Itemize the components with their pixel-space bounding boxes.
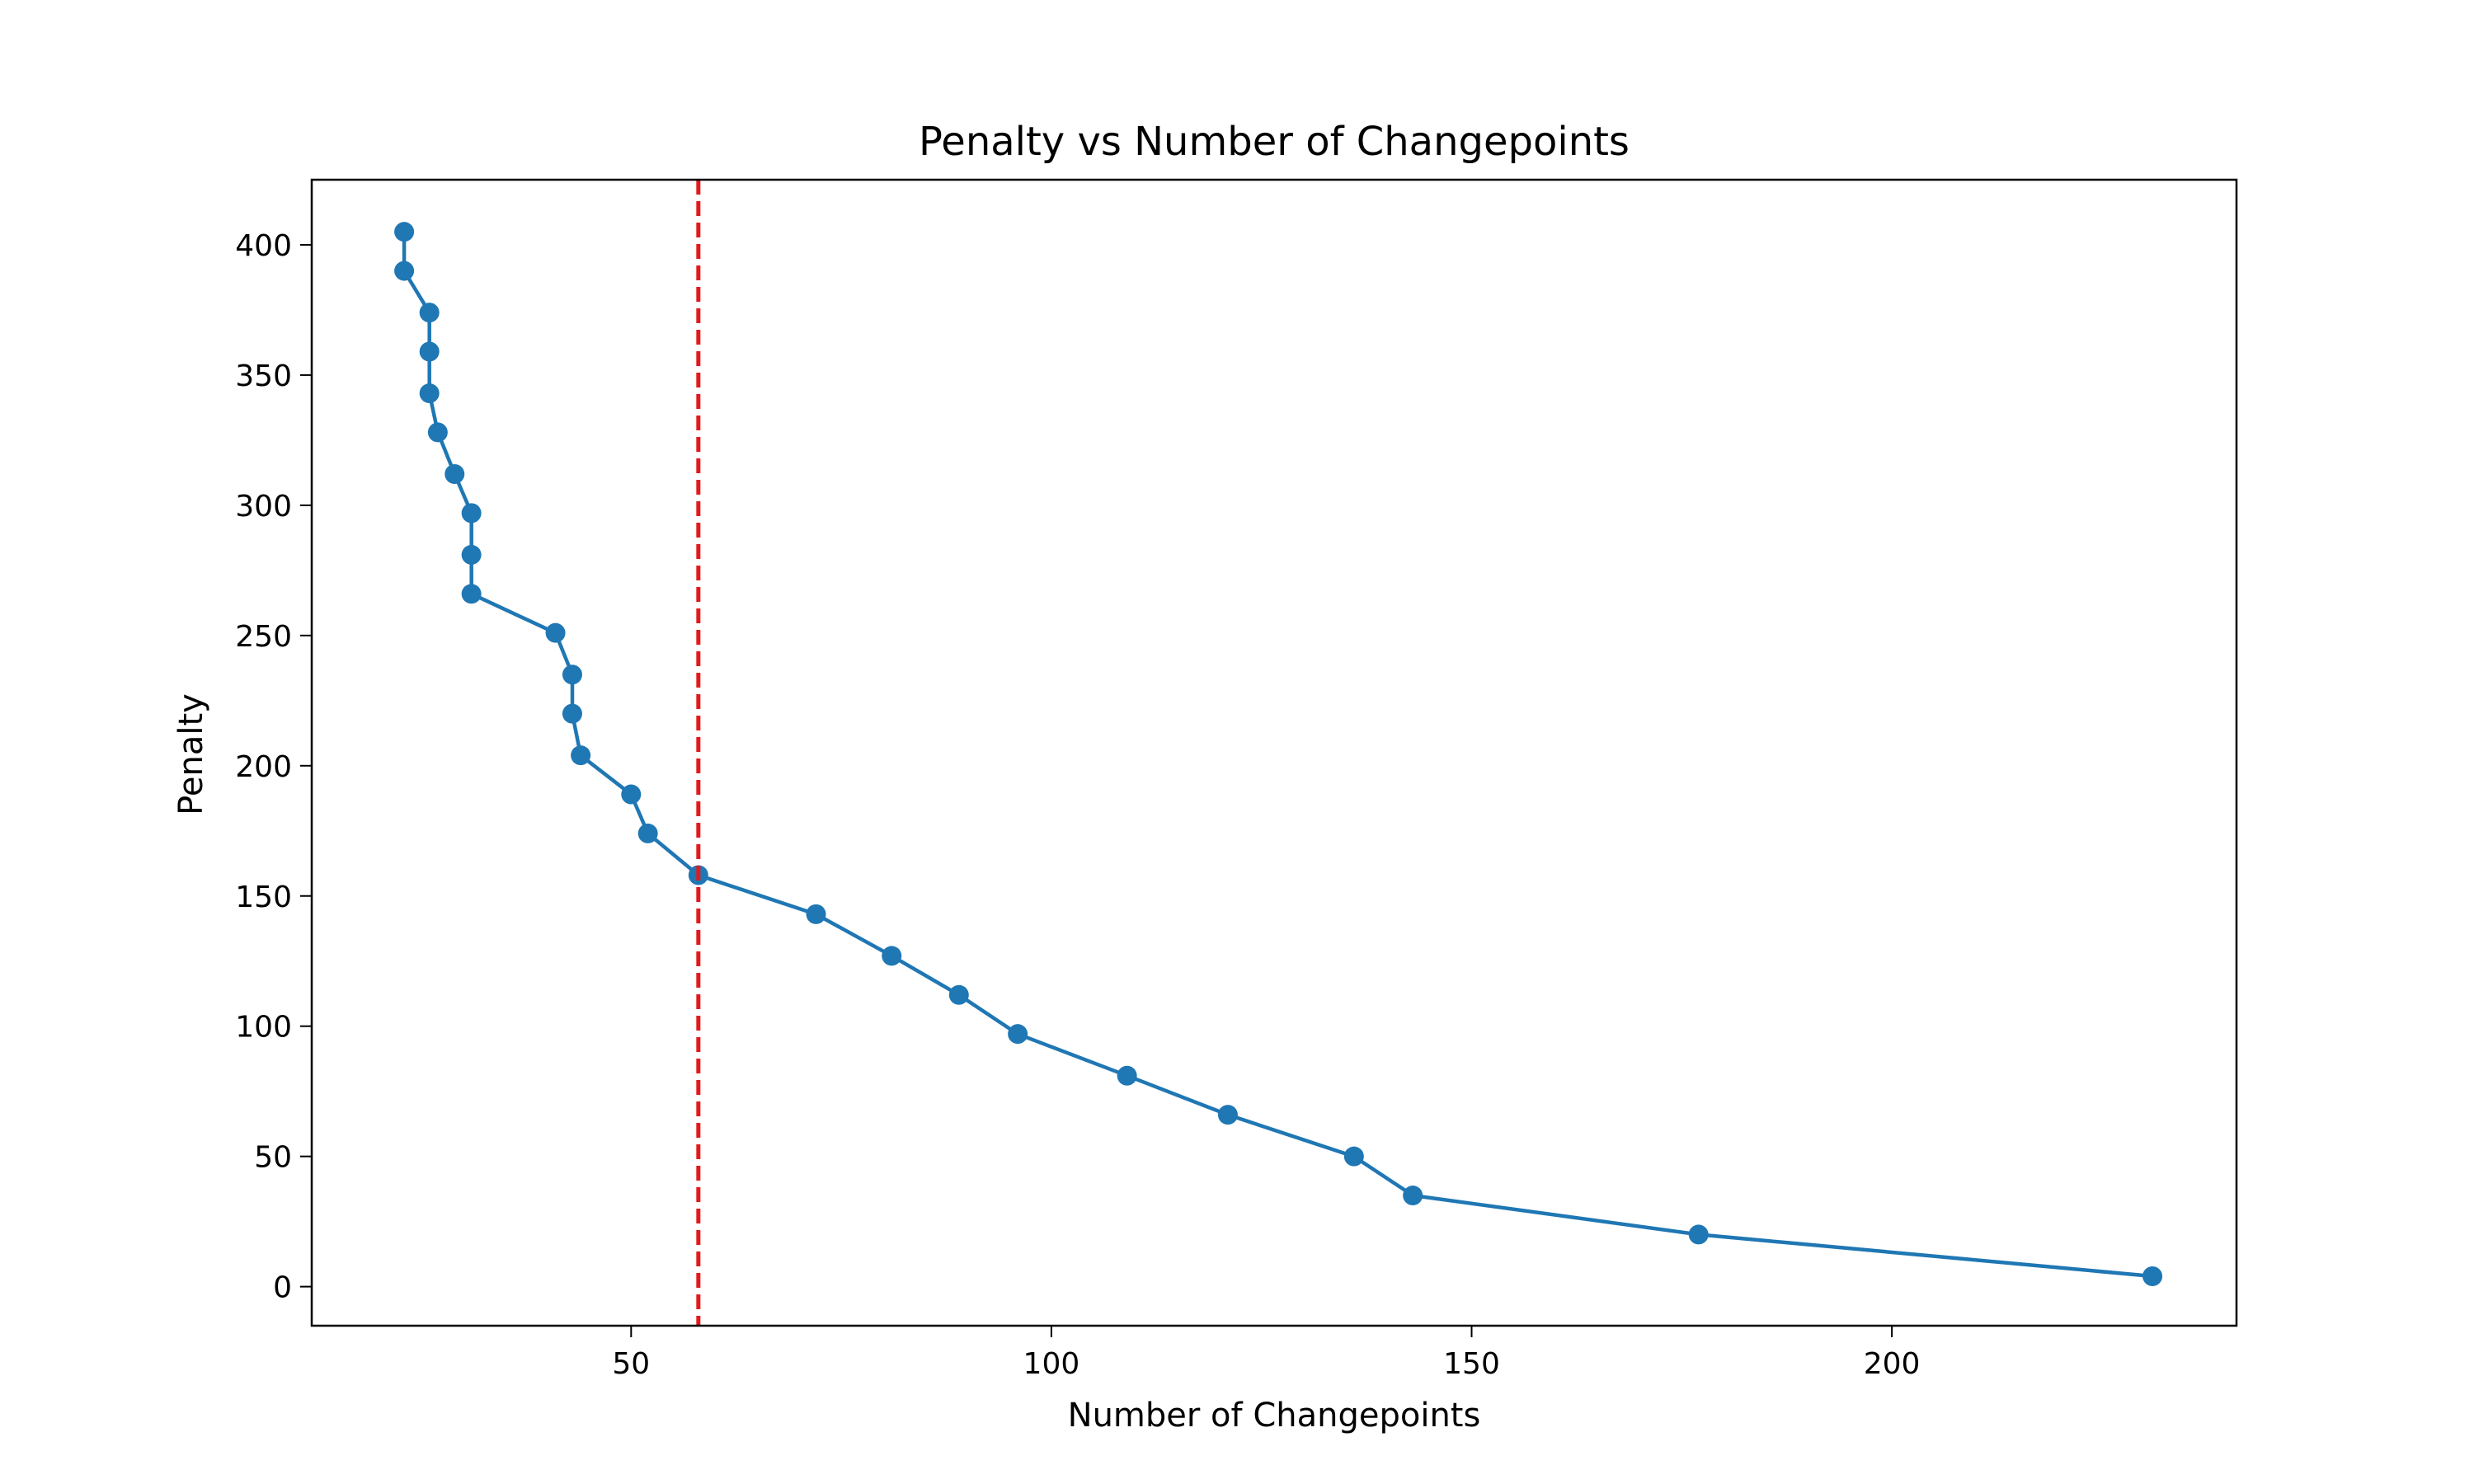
plot-frame [310,178,2238,1327]
x-tick-label: 200 [1864,1347,1921,1381]
y-tick-label: 300 [235,490,292,524]
data-point [562,703,582,724]
data-point [419,303,440,323]
data-point [882,946,902,966]
y-tick-label: 400 [235,229,292,263]
data-point [637,823,658,843]
data-point [1403,1186,1423,1206]
data-point [562,665,582,685]
x-tick-label: 150 [1443,1347,1500,1381]
x-tick-label: 50 [612,1347,650,1381]
plot-area: 50 100 150 200 0 50 100 150 200 250 300 350 400 [235,178,2238,1381]
y-tick-label: 100 [235,1011,292,1045]
chart-title: Penalty vs Number of Changepoints [919,119,1630,165]
data-point [419,341,440,362]
x-axis-label: Number of Changepoints [1068,1397,1481,1435]
data-point [461,584,482,604]
y-tick-label: 250 [235,620,292,654]
y-tick-label: 50 [254,1141,292,1175]
data-point [461,544,482,565]
data-point [394,261,415,281]
data-point [621,784,642,805]
data-point [394,222,415,242]
data-point [419,383,440,404]
data-point [545,622,566,643]
data-point [1343,1146,1364,1167]
data-point [1117,1065,1137,1086]
y-tick-label: 0 [273,1271,292,1305]
data-point [948,984,969,1005]
data-point [444,463,465,484]
data-point [2142,1266,2163,1286]
data-point [427,422,448,443]
y-tick-label: 350 [235,359,292,393]
y-tick-label: 200 [235,750,292,784]
x-tick-label: 100 [1023,1347,1080,1381]
data-point [806,904,826,924]
y-tick-label: 150 [235,881,292,914]
y-axis-label: Penalty [172,693,210,815]
data-point [571,745,591,766]
data-point [1688,1224,1709,1245]
data-point [1217,1105,1238,1125]
data-point [461,503,482,524]
data-point [1008,1024,1028,1045]
